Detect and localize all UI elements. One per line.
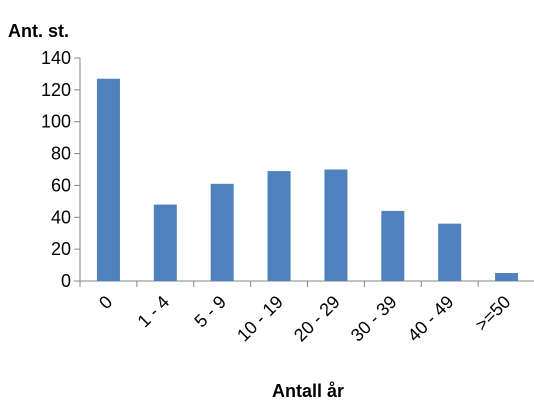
x-axis-ticks: 0 1 - 4 5 - 9 10 - 19 20 - 29 30 - 39 40 - 49 >…	[79, 281, 514, 346]
y-axis-label: Ant. st.	[8, 21, 69, 41]
y-tick-label: 100	[41, 112, 71, 132]
bars	[96, 78, 519, 281]
x-tick-label: >=50	[471, 292, 514, 335]
x-tick-label: 10 - 19	[233, 292, 287, 346]
y-tick-label: 120	[41, 80, 71, 100]
bar	[324, 169, 348, 281]
x-tick-label: 40 - 49	[404, 292, 458, 346]
bar	[96, 78, 120, 281]
bar	[153, 204, 177, 281]
y-axis-ticks: 0 20 40 60 80 100 120 140	[41, 48, 80, 291]
x-tick-label: 30 - 39	[347, 292, 401, 346]
bar	[438, 223, 462, 281]
x-tick-label: 20 - 29	[290, 292, 344, 346]
y-tick-label: 60	[51, 175, 71, 195]
y-tick-label: 20	[51, 239, 71, 259]
y-tick-label: 0	[61, 271, 71, 291]
bar	[210, 183, 234, 281]
y-tick-label: 80	[51, 144, 71, 164]
y-tick-label: 140	[41, 48, 71, 68]
x-tick-label: 1 - 4	[134, 292, 174, 332]
bar	[381, 210, 405, 281]
x-axis-label: Antall år	[272, 381, 344, 401]
bar	[267, 171, 291, 281]
x-tick-label: 5 - 9	[190, 292, 230, 332]
x-tick-label: 0	[95, 292, 116, 313]
y-tick-label: 40	[51, 207, 71, 227]
bar	[495, 273, 519, 281]
